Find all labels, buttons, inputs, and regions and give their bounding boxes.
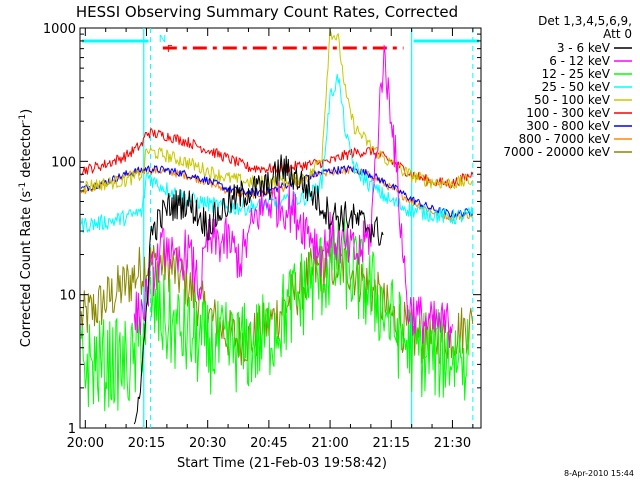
y-tick-label-3: 1000 — [43, 22, 76, 37]
x-tick-label-4: 21:00 — [311, 436, 348, 451]
legend-label-7: 800 - 7000 keV — [519, 132, 611, 146]
x-tick-label-2: 20:30 — [189, 436, 226, 451]
legend-header-attenuator: Att 0 — [603, 27, 632, 41]
flare-label: F — [167, 44, 173, 55]
legend-label-2: 12 - 25 keV — [542, 67, 611, 81]
legend-label-5: 100 - 300 keV — [526, 106, 610, 120]
timestamp: 8-Apr-2010 15:44 — [564, 469, 634, 478]
x-axis-label: Start Time (21-Feb-03 19:58:42) — [177, 456, 387, 471]
x-tick-label-1: 20:15 — [128, 436, 165, 451]
legend-label-1: 6 - 12 keV — [549, 54, 611, 68]
chart-title: HESSI Observing Summary Count Rates, Cor… — [76, 3, 458, 21]
x-tick-label-0: 20:00 — [67, 436, 104, 451]
legend-label-0: 3 - 6 keV — [557, 41, 611, 55]
y-axis-label: Corrected Count Rate (s-1 detector-1) — [18, 109, 34, 347]
x-tick-label-5: 21:15 — [373, 436, 410, 451]
x-tick-label-3: 20:45 — [250, 436, 287, 451]
night-label: N — [159, 34, 166, 45]
y-tick-label-2: 100 — [51, 155, 76, 170]
legend-label-3: 25 - 50 keV — [542, 80, 611, 94]
legend-label-4: 50 - 100 keV — [534, 93, 611, 107]
legend-header-detectors: Det 1,3,4,5,6,9, — [538, 14, 632, 28]
x-tick-label-6: 21:30 — [434, 436, 471, 451]
y-tick-label-1: 10 — [59, 289, 76, 304]
legend-label-6: 300 - 800 keV — [526, 119, 610, 133]
legend-label-8: 7000 - 20000 keV — [503, 145, 610, 159]
y-tick-label-0: 1 — [68, 422, 76, 437]
